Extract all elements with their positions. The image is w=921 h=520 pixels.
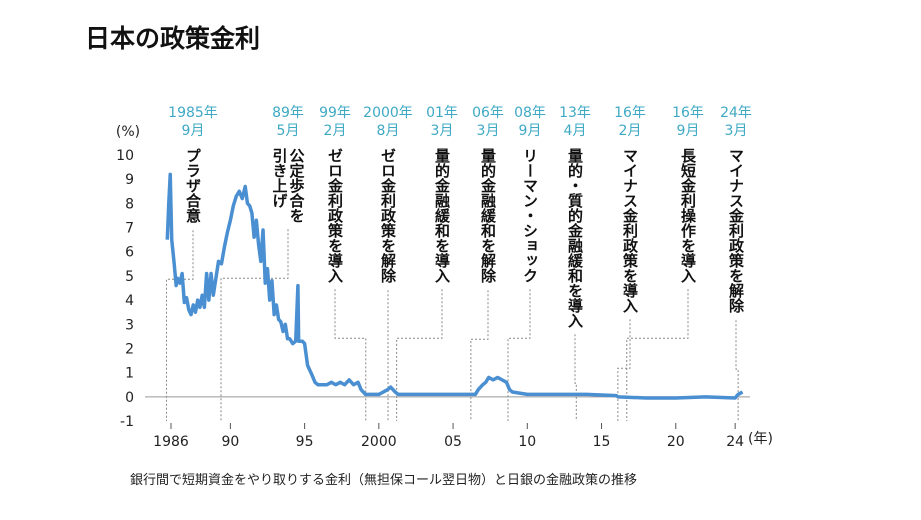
event-date: 9月 (677, 123, 700, 139)
event-date: 9月 (519, 123, 542, 139)
event-text: リーマン・ショック (521, 148, 539, 283)
event-text: 量的金融緩和を導入 (433, 148, 451, 283)
y-tick-label: 1 (125, 366, 134, 382)
event-leader (220, 229, 289, 421)
y-tick-label: 0 (125, 390, 134, 406)
x-tick-label: 20 (667, 434, 685, 450)
footnote: 銀行間で短期資金をやり取りする金利（無担保コール翌日物）と日銀の金融政策の推移 (130, 472, 637, 488)
event-text: ゼロ金利政策を解除 (379, 148, 397, 284)
y-tick-label: 2 (125, 341, 134, 357)
x-tick-label: 10 (518, 434, 536, 450)
event-date: 16年 (614, 105, 646, 121)
x-unit: (年) (748, 431, 773, 447)
event-text: ゼロ金利政策を導入 (326, 148, 344, 283)
event-leader (507, 289, 531, 421)
event-leader (334, 289, 367, 421)
y-tick-label: 10 (116, 148, 134, 164)
x-tick-label: 15 (593, 434, 611, 450)
y-tick-label: 3 (125, 317, 134, 333)
x-tick-label: 24 (726, 434, 744, 450)
event-leader (574, 334, 577, 421)
event-text: マイナス金利政策を導入 (621, 148, 639, 313)
y-tick-label: 5 (125, 269, 134, 285)
y-tick-label: -1 (120, 414, 134, 430)
event-leader (166, 230, 194, 421)
event-leader (470, 290, 489, 421)
x-tick-label: 95 (296, 434, 314, 450)
x-tick-label: 1986 (153, 434, 189, 450)
x-tick-label: 05 (444, 434, 462, 450)
event-date: 2000年 (363, 105, 413, 121)
event-date: 9月 (182, 123, 205, 139)
event-date: 3月 (477, 123, 500, 139)
event-date: 06年 (472, 105, 504, 121)
event-date: 1985年 (168, 105, 218, 121)
event-text: 量的・質的金融緩和を導入 (566, 148, 584, 328)
event-date: 3月 (431, 123, 454, 139)
event-date: 08年 (514, 105, 546, 121)
y-tick-label: 9 (125, 172, 134, 188)
event-date: 89年 (272, 105, 304, 121)
event-date: 99年 (319, 105, 351, 121)
event-date: 16年 (672, 105, 704, 121)
y-tick-label: 6 (125, 245, 134, 261)
event-text: 公定歩合を (288, 148, 306, 223)
event-date: 2月 (619, 123, 642, 139)
rate-line (165, 172, 744, 400)
event-date: 01年 (426, 105, 458, 121)
event-date: 5月 (277, 123, 300, 139)
event-text: 量的金融緩和を解除 (479, 148, 497, 284)
event-date: 4月 (564, 123, 587, 139)
event-date: 24年 (720, 105, 752, 121)
y-tick-label: 8 (125, 196, 134, 212)
y-tick-label: 4 (125, 293, 134, 309)
event-date: 13年 (559, 105, 591, 121)
event-leader (735, 320, 739, 421)
y-unit: (%) (116, 124, 140, 140)
event-date: 2月 (324, 123, 347, 139)
event-text: 長短金利操作を導入 (679, 148, 697, 283)
event-date: 3月 (725, 123, 748, 139)
event-text: 引き上げ (271, 148, 289, 208)
event-leader (396, 289, 443, 421)
x-tick-label: 2000 (361, 434, 397, 450)
event-text: マイナス金利政策を解除 (727, 148, 745, 314)
y-tick-label: 7 (125, 221, 134, 237)
x-tick-label: 90 (221, 434, 239, 450)
event-text: プラザ合意 (184, 148, 202, 224)
event-date: 8月 (377, 123, 400, 139)
event-leader (617, 319, 631, 421)
event-leader (626, 289, 689, 421)
chart-title: 日本の政策金利 (85, 24, 260, 53)
